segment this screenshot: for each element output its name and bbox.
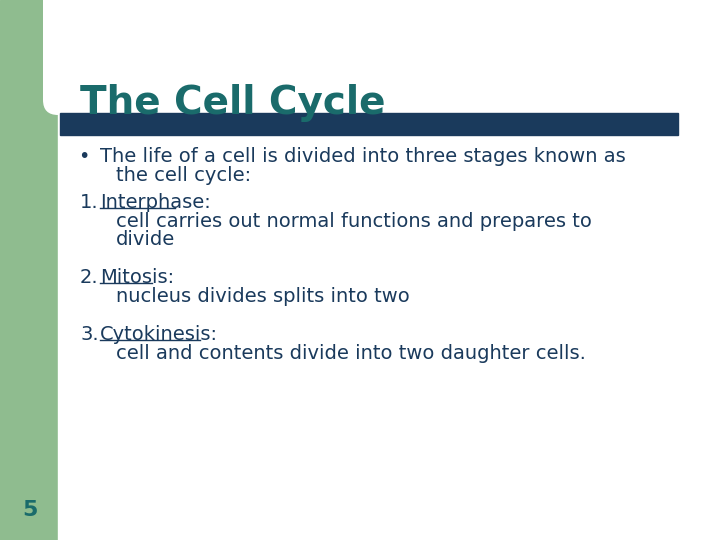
Text: •: • [78,147,89,166]
Text: Interphase:: Interphase: [100,193,211,212]
Text: the cell cycle:: the cell cycle: [116,166,251,185]
FancyBboxPatch shape [43,0,383,115]
Text: 3.: 3. [80,325,99,344]
Bar [58,60,720,540]
Text: cell carries out normal functions and prepares to: cell carries out normal functions and pr… [116,212,592,231]
Text: Cytokinesis:: Cytokinesis: [100,325,218,344]
Text: divide: divide [116,230,175,249]
Text: Mitosis:: Mitosis: [100,268,174,287]
Text: 5: 5 [22,500,37,520]
Bar [60,113,678,135]
Text: 2.: 2. [80,268,99,287]
Text: nucleus divides splits into two: nucleus divides splits into two [116,287,410,306]
Text: The Cell Cycle: The Cell Cycle [80,84,385,122]
Bar [58,0,353,85]
Text: 1.: 1. [80,193,99,212]
Text: cell and contents divide into two daughter cells.: cell and contents divide into two daught… [116,344,586,363]
Text: The life of a cell is divided into three stages known as: The life of a cell is divided into three… [100,147,626,166]
Bar [0,0,58,540]
